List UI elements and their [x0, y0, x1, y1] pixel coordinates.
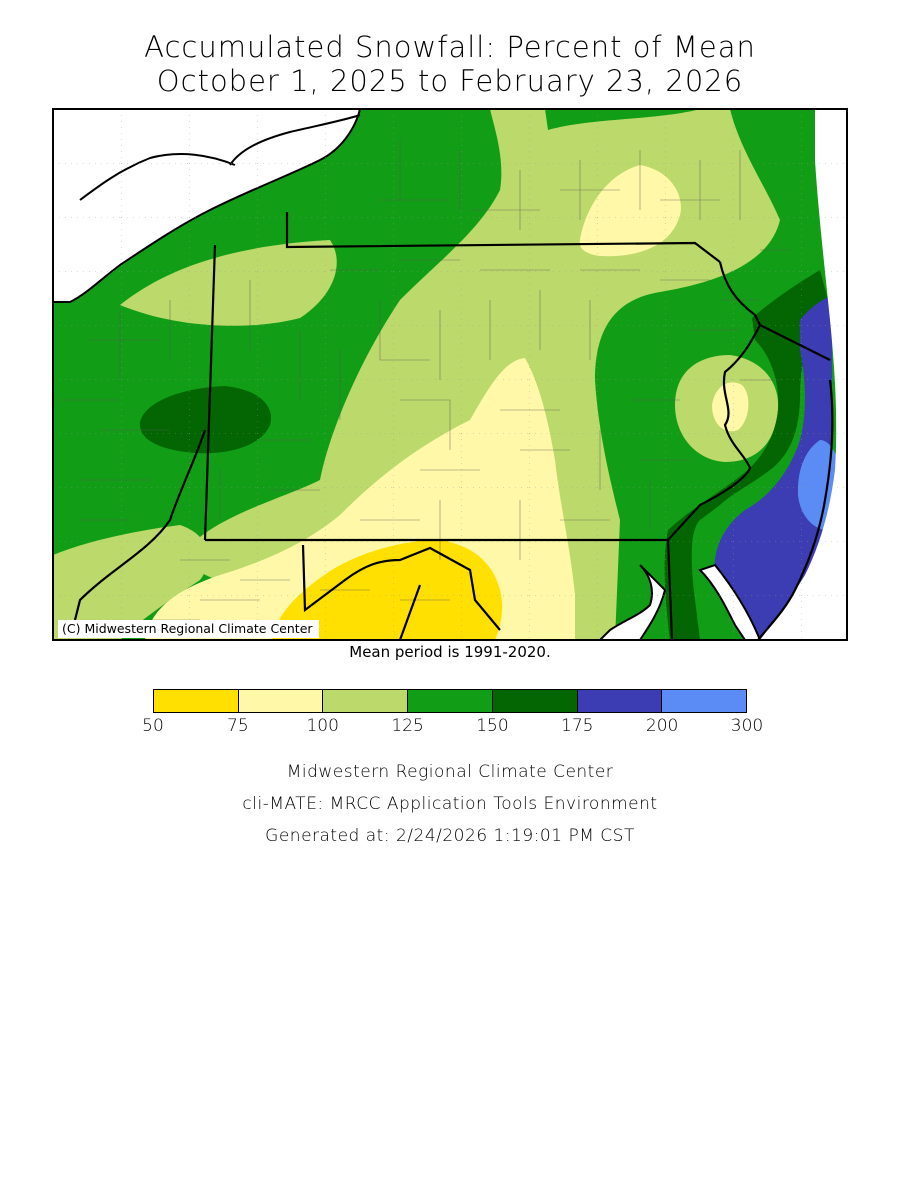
legend-swatch-75-100 — [238, 690, 324, 712]
map-title: Accumulated Snowfall: Percent of Mean — [144, 30, 756, 64]
legend-swatch-175-200 — [577, 690, 663, 712]
legend-tick: 175 — [561, 716, 594, 736]
footer-org: Midwestern Regional Climate Center — [286, 762, 614, 782]
legend-tick: 200 — [645, 716, 679, 736]
legend-swatch-200-300 — [662, 690, 747, 712]
legend-swatch-150-175 — [492, 690, 578, 712]
legend-tick: 50 — [142, 716, 164, 736]
footer-tool: cli-MATE: MRCC Application Tools Environ… — [242, 794, 658, 814]
legend-tick: 150 — [476, 716, 509, 736]
state-borders — [73, 212, 834, 640]
legend-tick: 300 — [730, 716, 764, 736]
legend-swatch-100-125 — [323, 690, 409, 712]
legend-tick: 75 — [227, 716, 249, 736]
legend-swatch-125-150 — [408, 690, 493, 712]
legend-swatch-50-75 — [154, 690, 239, 712]
legend-tick: 100 — [306, 716, 339, 736]
county-lines — [60, 140, 790, 621]
copyright-label: (C) Midwestern Regional Climate Center — [58, 620, 319, 638]
legend-tick: 125 — [391, 716, 424, 736]
mean-period-note: Mean period is 1991-2020. — [349, 643, 551, 661]
map-frame — [52, 108, 848, 641]
map-date-range: October 1, 2025 to February 23, 2026 — [156, 64, 744, 98]
color-legend — [153, 689, 747, 713]
footer-generated: Generated at: 2/24/2026 1:19:01 PM CST — [265, 826, 635, 846]
legend-tick-labels: 50 75 100 125 150 175 200 300 — [142, 716, 763, 740]
